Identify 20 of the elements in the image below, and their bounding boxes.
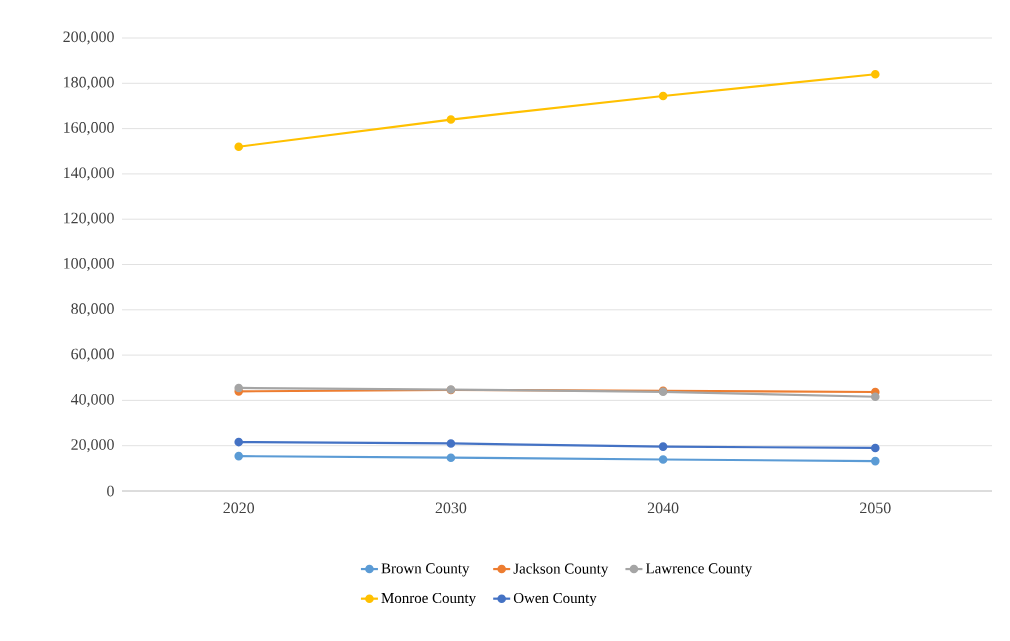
legend-label: Monroe County bbox=[381, 592, 477, 607]
x-tick-label: 2030 bbox=[435, 502, 467, 514]
x-tick-label: 2040 bbox=[647, 502, 679, 514]
legend-label: Lawrence County bbox=[645, 563, 753, 577]
y-tick-label: 60,000 bbox=[71, 348, 114, 362]
y-tick-label: 0 bbox=[107, 485, 114, 497]
y-tick-label: 80,000 bbox=[71, 303, 114, 317]
y-tick-label: 180,000 bbox=[64, 76, 114, 90]
legend-label: Brown County bbox=[381, 563, 470, 577]
legend-label: Jackson County bbox=[513, 563, 609, 577]
y-tick-label: 200,000 bbox=[63, 31, 114, 45]
x-tick-label: 2050 bbox=[860, 502, 891, 514]
y-tick-label: 40,000 bbox=[70, 393, 114, 407]
x-tick-label: 2020 bbox=[223, 502, 255, 514]
legend-label: Owen County bbox=[513, 592, 597, 607]
y-tick-label: 100,000 bbox=[64, 257, 114, 272]
y-tick-label: 120,000 bbox=[64, 212, 114, 226]
y-tick-label: 20,000 bbox=[71, 439, 114, 453]
y-tick-label: 140,000 bbox=[64, 167, 114, 181]
y-tick-label: 160,000 bbox=[64, 122, 114, 136]
